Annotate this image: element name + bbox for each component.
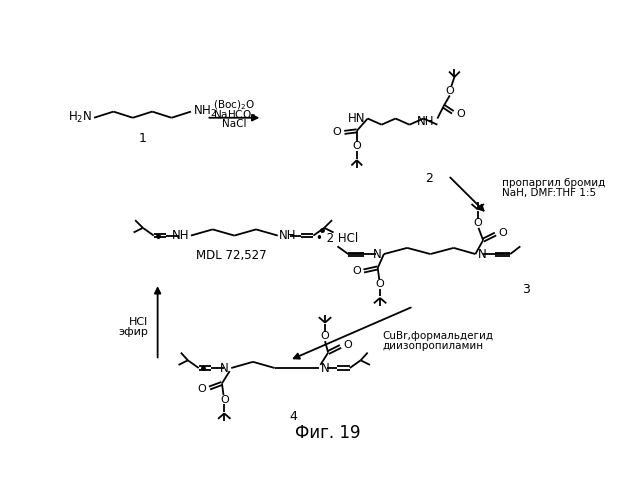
- Text: 3: 3: [522, 284, 529, 296]
- Text: O: O: [344, 340, 353, 350]
- Text: Фиг. 19: Фиг. 19: [296, 424, 361, 442]
- Text: 2: 2: [425, 172, 433, 184]
- Text: N: N: [220, 362, 229, 374]
- Text: NH$_2$: NH$_2$: [194, 104, 217, 119]
- Text: HN: HN: [348, 112, 365, 125]
- Text: пропаргил бромид: пропаргил бромид: [503, 178, 606, 188]
- Text: H$_2$N: H$_2$N: [67, 110, 92, 126]
- Text: диизопропиламин: диизопропиламин: [383, 340, 483, 350]
- Text: HCl: HCl: [129, 317, 148, 327]
- Text: NH: NH: [172, 229, 189, 242]
- Text: N: N: [478, 248, 487, 260]
- Text: O: O: [220, 394, 229, 404]
- Text: O: O: [499, 228, 508, 238]
- Text: O: O: [333, 128, 341, 138]
- Text: NH: NH: [417, 115, 435, 128]
- Text: N: N: [373, 248, 381, 260]
- Text: NaHCO$_3$: NaHCO$_3$: [213, 108, 256, 122]
- Text: MDL 72,527: MDL 72,527: [196, 250, 267, 262]
- Text: O: O: [445, 86, 454, 96]
- Text: NaCl: NaCl: [222, 119, 247, 129]
- Text: O: O: [376, 279, 385, 289]
- Text: 4: 4: [289, 410, 297, 424]
- Text: O: O: [457, 109, 465, 119]
- Text: эфир: эфир: [119, 327, 148, 337]
- Text: CuBr,формальдегид: CuBr,формальдегид: [383, 330, 494, 340]
- Text: 1: 1: [138, 132, 146, 144]
- Text: NH: NH: [279, 229, 297, 242]
- Text: • 2 HCl: • 2 HCl: [317, 232, 359, 245]
- Text: O: O: [473, 218, 482, 228]
- Text: O: O: [320, 332, 329, 342]
- Text: NaH, DMF:THF 1:5: NaH, DMF:THF 1:5: [503, 188, 597, 198]
- Text: (Boc)$_2$O: (Boc)$_2$O: [213, 98, 255, 112]
- Text: O: O: [352, 266, 361, 276]
- Text: O: O: [353, 141, 361, 151]
- Text: N: N: [321, 362, 330, 374]
- Text: O: O: [197, 384, 206, 394]
